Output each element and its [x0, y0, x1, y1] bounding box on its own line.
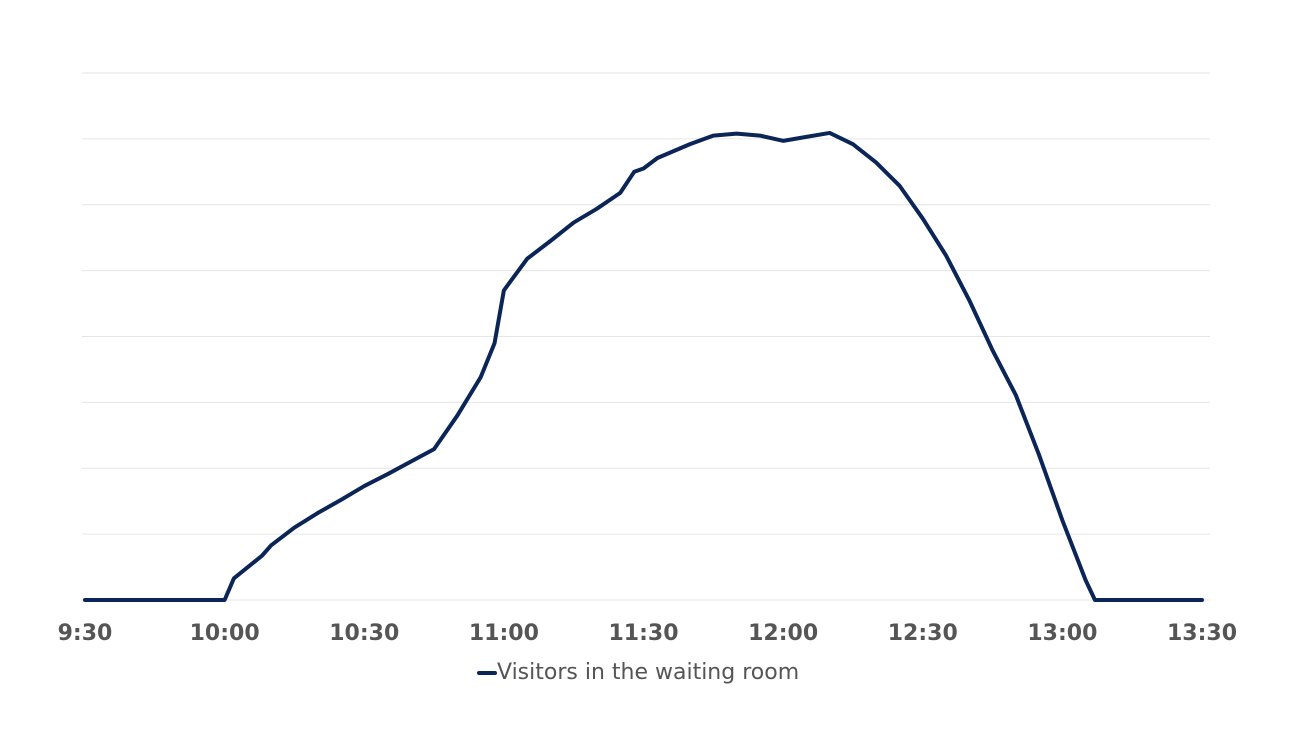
x-tick-label: 13:00 [1027, 621, 1097, 646]
series-line [83, 130, 1204, 602]
x-tick-label: 12:00 [748, 621, 818, 646]
x-tick-label: 10:30 [329, 621, 399, 646]
legend-label: Visitors in the waiting room [497, 660, 799, 685]
x-tick-label: 11:00 [469, 621, 539, 646]
x-tick-label: 10:00 [190, 621, 260, 646]
x-tick-label: 12:30 [888, 621, 958, 646]
x-tick-label: 11:30 [608, 621, 678, 646]
x-tick-label: 13:30 [1167, 621, 1237, 646]
x-tick-label: 9:30 [58, 621, 113, 646]
